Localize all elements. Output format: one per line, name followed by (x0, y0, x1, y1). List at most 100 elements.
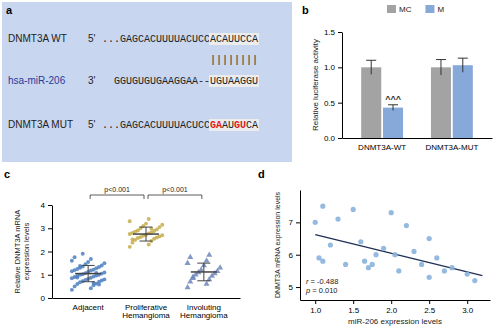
axis: AdjacentProliferativeHemangiomaInvolutin… (53, 299, 241, 321)
point (147, 243, 151, 247)
tick: DNMT3A-MUT (425, 143, 478, 152)
tick-mark (48, 275, 52, 276)
tick-label: 0.0 (324, 134, 336, 143)
point (465, 272, 470, 277)
axis-line (343, 138, 493, 139)
axis-title: Relative luciferase activity (311, 39, 320, 131)
sd-line (146, 227, 147, 241)
tick-mark (296, 287, 300, 288)
tick-label: 1 (41, 271, 46, 280)
point (411, 249, 416, 254)
point (70, 259, 74, 263)
tick-mark (296, 255, 300, 256)
site-box (209, 119, 259, 131)
tick-label: ProliferativeHemangioma (122, 303, 170, 321)
point (89, 286, 93, 290)
alignment-row: DNMT3A MUT5'...GAGCACUUUUACUCCGAAUGUCA (8, 119, 259, 131)
figure: aDNMT3A WT5'...GAGCACUUUUACUCCACAUUCCAhs… (0, 0, 500, 334)
axis: 0.00.51.01.5 (324, 28, 343, 143)
axis: 1.01.52.02.53.0 (301, 300, 491, 315)
axis-line (342, 33, 343, 139)
point (185, 260, 191, 265)
panel-label: d (258, 168, 265, 180)
tick-label: 5 (289, 283, 294, 292)
sd-cap (139, 241, 152, 242)
axis: DNMT3A-WTDNMT3A-MUT (343, 139, 493, 152)
axis-title: DNMT3A mRNA expression levels (274, 191, 282, 298)
point (389, 210, 394, 215)
sequence: ...GAGCACUUUUACUCC (102, 120, 210, 131)
error-cap (458, 58, 468, 59)
axis-title: miR-206 expression levels (348, 317, 442, 326)
tick-mark (338, 103, 342, 104)
site-box (209, 75, 259, 87)
site: UGUAAGGU (210, 76, 258, 87)
tick-label: InvolutingHemangioma (180, 303, 228, 321)
base-pairing: |||||||| (210, 55, 258, 66)
error-cap (436, 59, 446, 60)
point (358, 239, 363, 244)
tick-mark (429, 300, 430, 304)
tick-label: 2.0 (386, 306, 398, 315)
site-box (209, 33, 259, 45)
tick: 7 (289, 218, 300, 227)
point (320, 204, 325, 209)
strand-end: 3' (88, 75, 96, 86)
panel-background (2, 2, 292, 162)
tick-label: 4 (41, 201, 46, 210)
point (70, 288, 74, 292)
tick-mark (315, 300, 316, 304)
error-stem (440, 60, 441, 76)
sd-cap (139, 227, 152, 228)
axis-line (52, 206, 53, 299)
tick-mark (48, 205, 52, 206)
alignment-row: hsa-miR-2063'GGUGUGUGAAGGAA--UGUAAGGU (8, 75, 259, 87)
error-stem (393, 105, 394, 111)
axis-line (301, 300, 491, 301)
point (190, 275, 196, 280)
bar (383, 108, 403, 138)
point (427, 236, 432, 241)
annotation: ^^^ (385, 94, 402, 104)
point (472, 278, 477, 283)
error-bar (388, 105, 398, 111)
tick-mark (48, 228, 52, 229)
point (81, 252, 85, 256)
panel-scatter: d 5 6 7 1.01.52.02.53.0 miR-206 expression le… (258, 168, 491, 326)
bar (361, 67, 381, 138)
panel-bar: b0.00.51.01.5DNMT3A-WTDNMT3A-MUTRelative… (302, 4, 493, 152)
error-bar (366, 60, 376, 74)
point (320, 259, 325, 264)
annotation: p<0.001 (162, 186, 188, 194)
alignment-row: DNMT3A WT5'...GAGCACUUUUACUCCACAUUCCA (8, 33, 259, 45)
annotation: p<0.001 (104, 186, 130, 194)
point (102, 277, 106, 281)
point (370, 262, 375, 267)
axis-line (300, 191, 301, 301)
tick-mark (353, 300, 354, 304)
sd-line (88, 265, 89, 281)
tick: 1.0 (324, 63, 342, 72)
axis: 01234 (41, 201, 53, 303)
bar (453, 65, 473, 138)
tick-label: 1.0 (310, 306, 322, 315)
tick: 6 (289, 251, 300, 260)
tick-label: 3.0 (462, 306, 474, 315)
tick-label: 0.5 (324, 99, 336, 108)
axis-line (53, 298, 241, 299)
annotation: r = -0.488 (306, 277, 338, 286)
tick-mark (296, 222, 300, 223)
bracket (90, 195, 144, 199)
point (97, 283, 101, 287)
tick: 3 (41, 224, 52, 233)
sequence: ...GAGCACUUUUACUCC (102, 34, 210, 45)
point (313, 220, 318, 225)
point (73, 255, 77, 259)
point (392, 252, 397, 257)
sd-line (203, 263, 204, 281)
point (204, 257, 210, 262)
row-name: DNMT3A MUT (8, 119, 73, 130)
site: AU (222, 120, 234, 131)
point (404, 223, 409, 228)
sd-cap (197, 263, 210, 264)
